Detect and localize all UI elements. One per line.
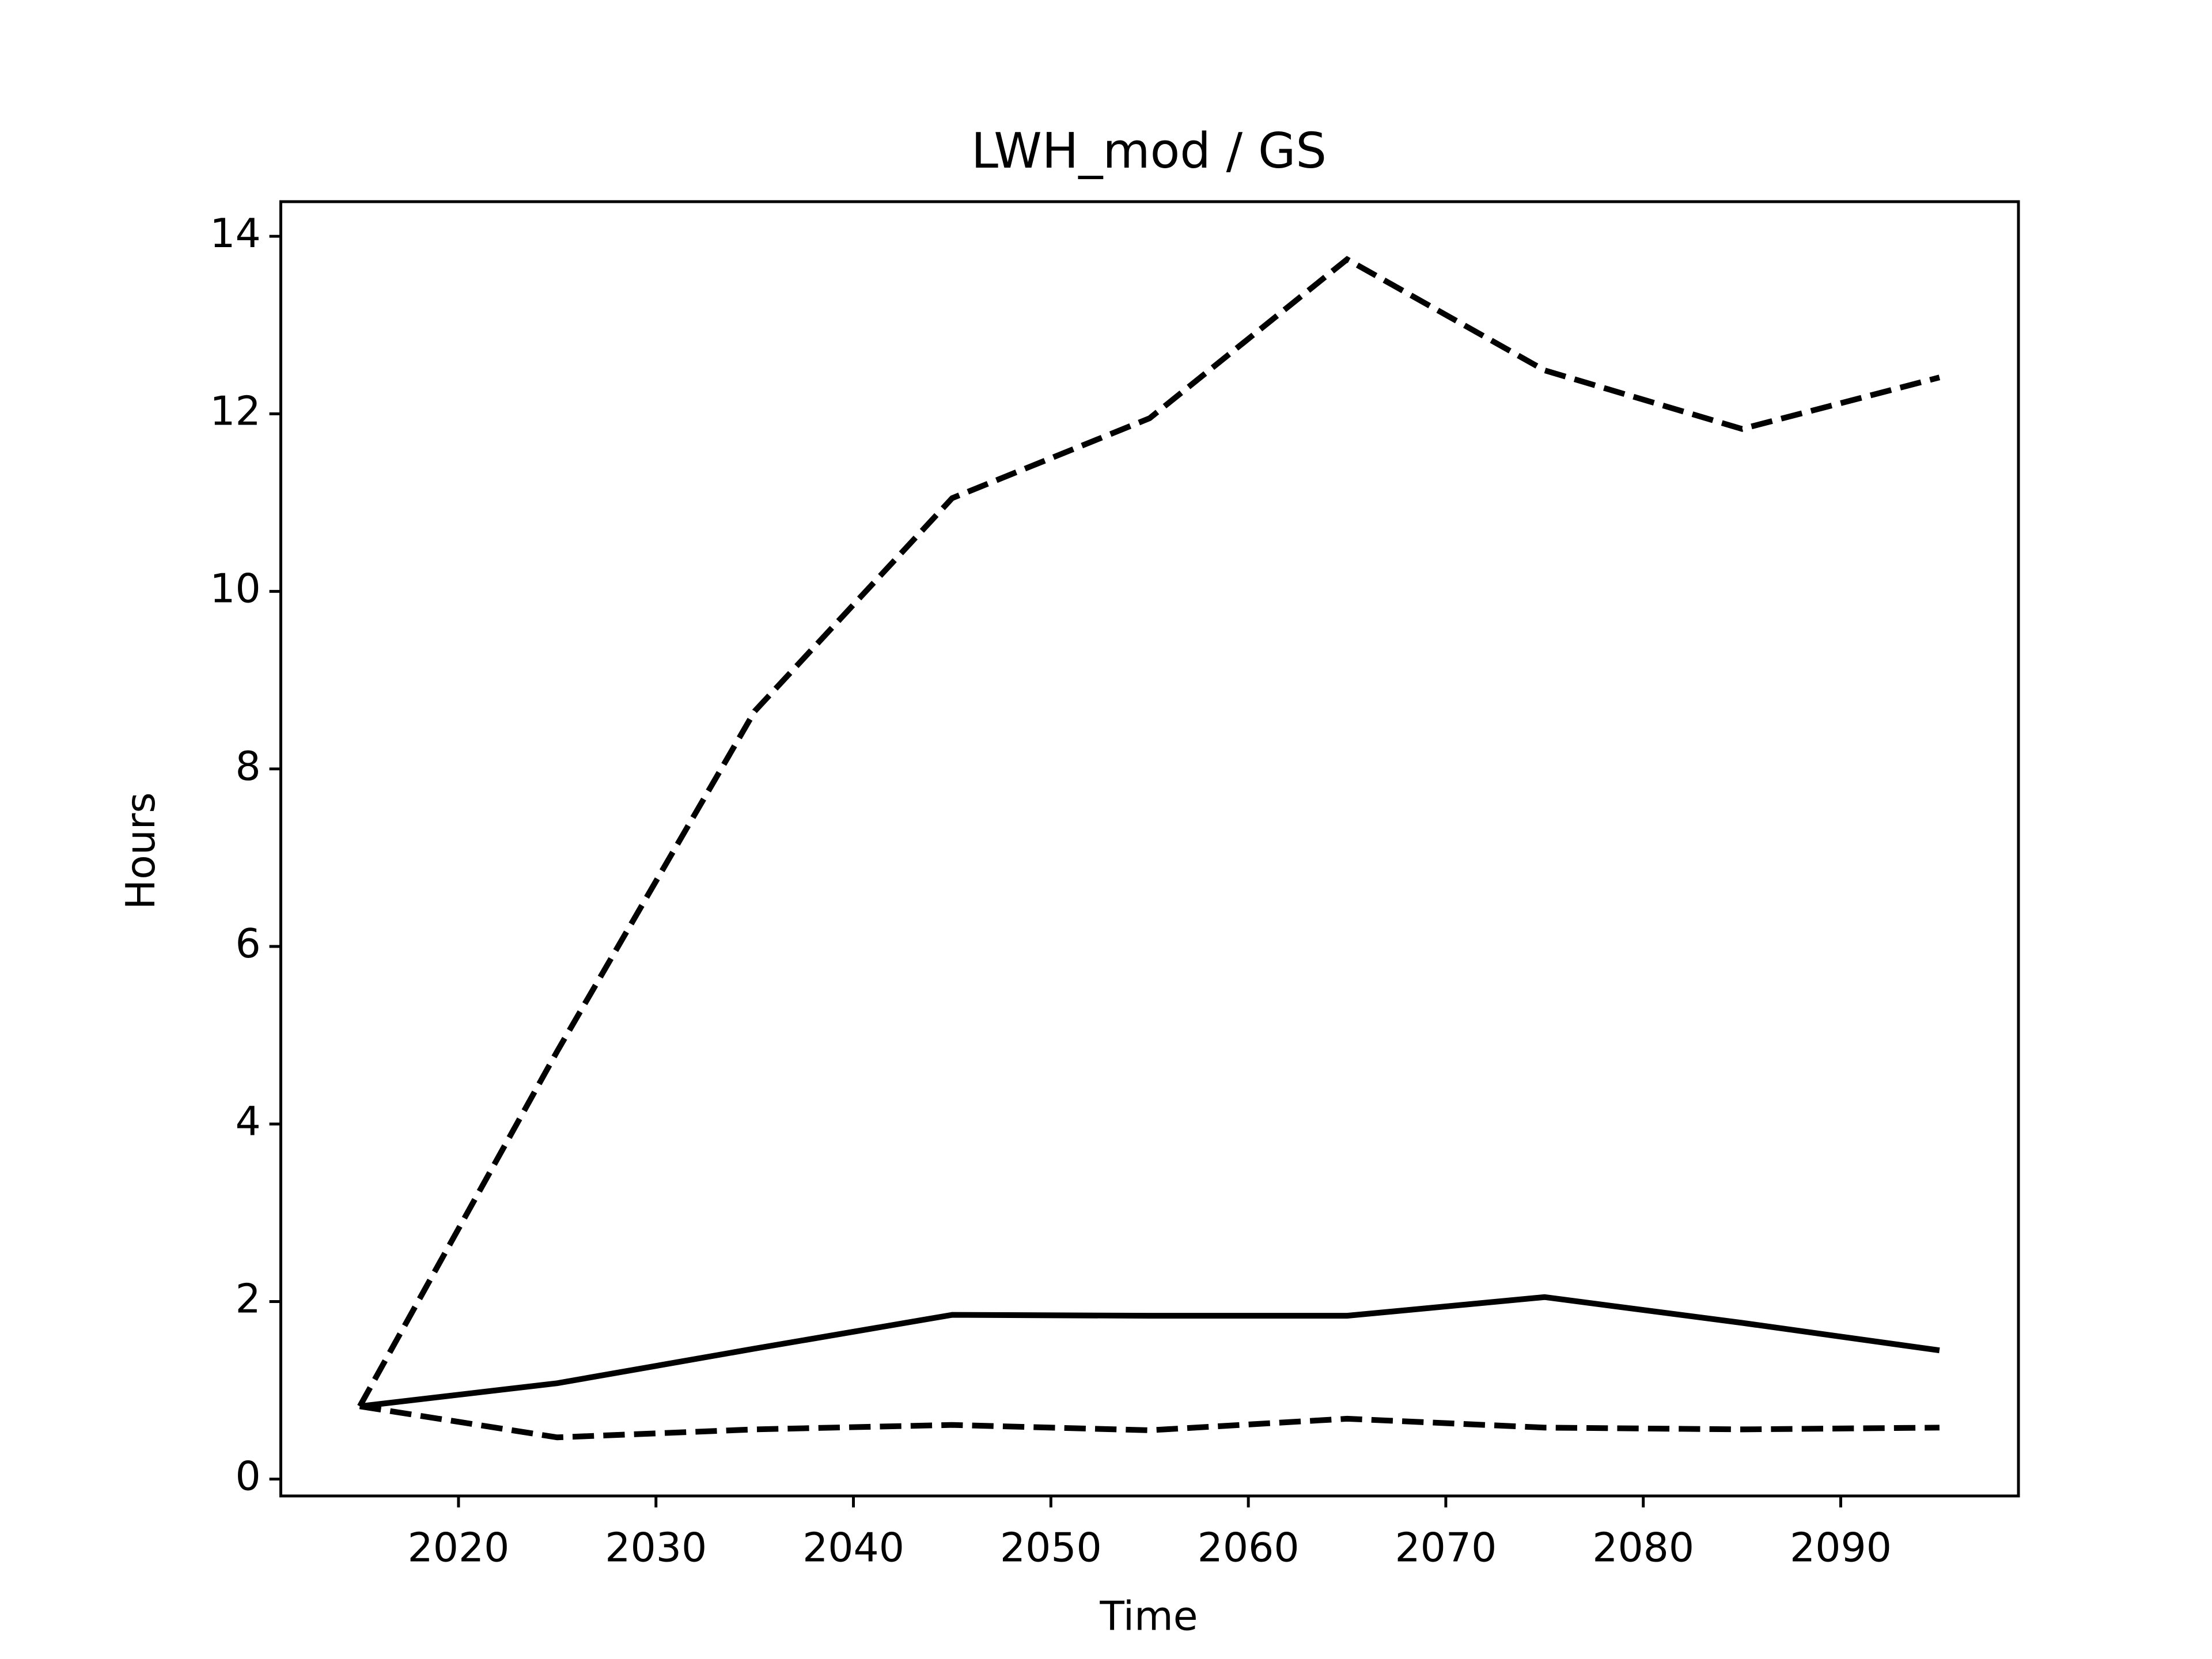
x-tick-label: 2020	[408, 1524, 510, 1571]
y-axis-label: Hours	[118, 792, 164, 910]
y-tick-label: 4	[235, 1098, 260, 1145]
y-tick-label: 10	[210, 566, 260, 612]
y-tick-label: 12	[210, 388, 260, 434]
x-axis-label: Time	[1099, 1593, 1198, 1640]
x-tick-label: 2050	[1000, 1524, 1102, 1571]
x-tick-label: 2040	[802, 1524, 904, 1571]
y-tick-label: 0	[235, 1453, 260, 1500]
chart-title: LWH_mod / GS	[971, 123, 1327, 179]
series-line	[357, 256, 1941, 1408]
plot-frame	[279, 200, 2020, 1498]
x-tick-label: 2060	[1198, 1524, 1300, 1571]
y-tick-label: 2	[235, 1275, 260, 1322]
series-line	[359, 1403, 1940, 1441]
x-tick-label: 2080	[1592, 1524, 1694, 1571]
x-tick-label: 2030	[605, 1524, 707, 1571]
y-tick-label: 6	[235, 921, 260, 967]
x-tick-label: 2070	[1395, 1524, 1497, 1571]
y-tick-label: 8	[235, 743, 260, 790]
y-tick-label: 14	[210, 210, 260, 257]
series-line	[359, 1294, 1940, 1410]
x-tick-label: 2090	[1790, 1524, 1892, 1571]
